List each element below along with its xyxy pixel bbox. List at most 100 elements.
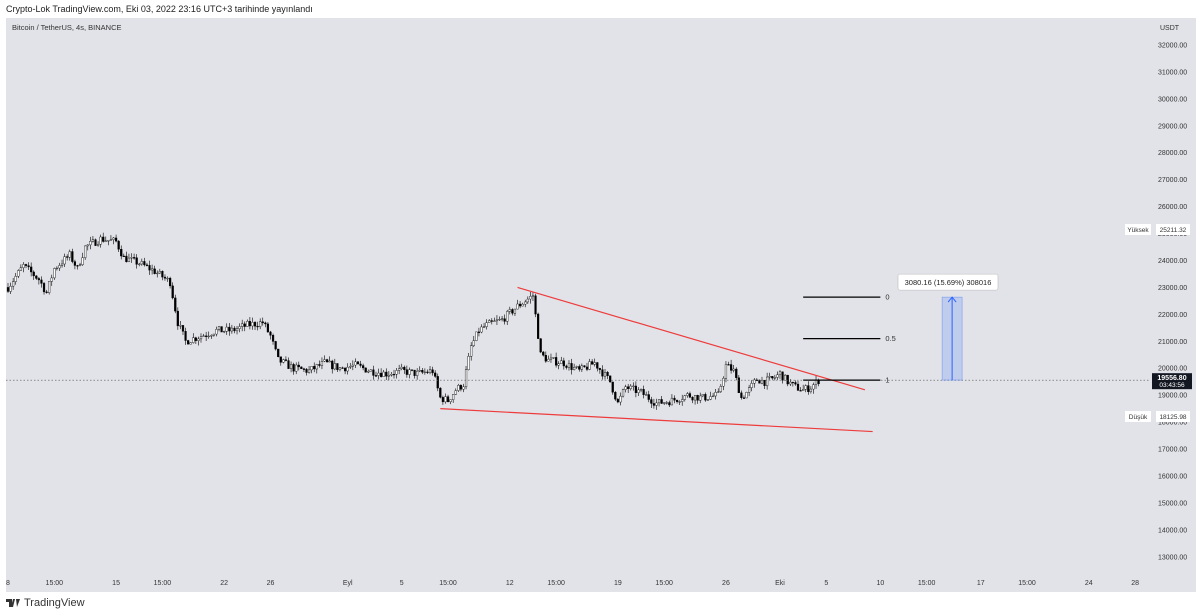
candle-body [503,318,506,322]
candle-body [719,386,722,392]
candle-body [325,359,329,363]
countdown-label: 03:43:56 [1159,382,1185,389]
candle-body [377,372,380,376]
candle-body [60,263,64,266]
candle-body [338,367,342,370]
candle-body [606,372,609,377]
candle-body [32,271,35,277]
x-tick-label: 15:00 [547,580,565,587]
candle-body [539,338,542,353]
candle-body [341,367,344,369]
candle-body [529,296,532,300]
candle-body [238,326,241,329]
candle-body [562,360,565,367]
candle-body [773,377,776,379]
candle-body [686,393,689,396]
candle-body [187,340,190,345]
candle-body [413,369,416,376]
candle-body [681,399,684,402]
candle-body [259,321,262,327]
candle-body [302,368,306,370]
candle-body [235,328,239,332]
candle-body [660,399,663,404]
trendline-upper [517,286,866,391]
candle-body [722,378,725,387]
candle-body [359,363,362,366]
candle-body [367,371,370,373]
candle-body [104,240,107,242]
candle-body [42,283,46,293]
candle-body [148,265,151,271]
candle-body [274,341,277,350]
candle-body [351,364,354,367]
candle-body [230,327,233,332]
candle-body [395,370,398,375]
candle-body [488,320,491,323]
candle-body [217,326,221,330]
candle-body [665,402,668,404]
x-tick-label: 12 [506,580,514,587]
candle-body [138,263,141,265]
candle-body [434,372,437,377]
candle-body [99,236,102,245]
candle-body [588,361,591,370]
candle-body [585,366,589,370]
chart-title: Bitcoin / TetherUS, 4s, BINANCE [12,23,122,32]
y-tick-label: 18000.00 [1158,420,1187,427]
candle-body [431,369,434,374]
candle-body [127,257,131,263]
candle-body [78,264,82,266]
trendline-lower [440,408,873,433]
candle-body [223,331,226,333]
candle-body [480,326,483,333]
candle-body [369,369,372,372]
y-tick-label: 24000.00 [1158,258,1187,265]
candle-body [688,393,692,398]
candle-body [410,369,414,371]
candle-body [467,356,470,370]
candle-body [547,358,550,362]
candle-body [392,374,396,376]
candle-body [246,321,249,327]
time-axis-area[interactable] [6,573,1196,592]
candle-body [619,395,622,403]
candle-body [601,369,604,377]
y-tick-label: 26000.00 [1158,204,1187,211]
low-value: 18125.98 [1159,414,1186,421]
tradingview-logo[interactable]: TradingView [6,597,85,609]
candle-body [151,268,154,271]
candle-body [732,368,735,371]
high-value: 25211.32 [1160,227,1187,234]
candle-body [555,357,558,366]
publish-info: Crypto-Lok TradingView.com, Eki 03, 2022… [6,4,313,14]
candle-body [565,365,568,368]
candle-body [549,357,553,360]
candle-body [22,264,25,268]
candle-body [30,266,33,273]
candle-body [174,297,177,312]
x-tick-label: 24 [1085,580,1093,587]
candle-body [48,281,51,293]
candle-body [804,385,807,390]
candle-body [542,351,545,356]
candle-body [55,267,58,270]
y-tick-label: 30000.00 [1158,96,1187,103]
plot-area[interactable] [6,18,1149,573]
candle-body [614,392,617,400]
candle-body [45,291,48,293]
current-price-tag [1152,373,1192,390]
candle-body [508,309,511,312]
candle-body [639,389,643,391]
price-axis-area[interactable] [1149,18,1196,573]
candle-body [521,303,524,307]
candle-body [531,295,535,297]
candle-body [398,368,401,371]
candle-body [9,285,12,292]
candle-body [297,364,300,368]
y-tick-label: 22000.00 [1158,312,1187,319]
candle-body [256,325,259,328]
chart[interactable]: Bitcoin / TetherUS, 4s, BINANCE USDT 130… [0,0,1200,592]
candle-body [107,240,110,242]
candle-body [537,313,540,339]
